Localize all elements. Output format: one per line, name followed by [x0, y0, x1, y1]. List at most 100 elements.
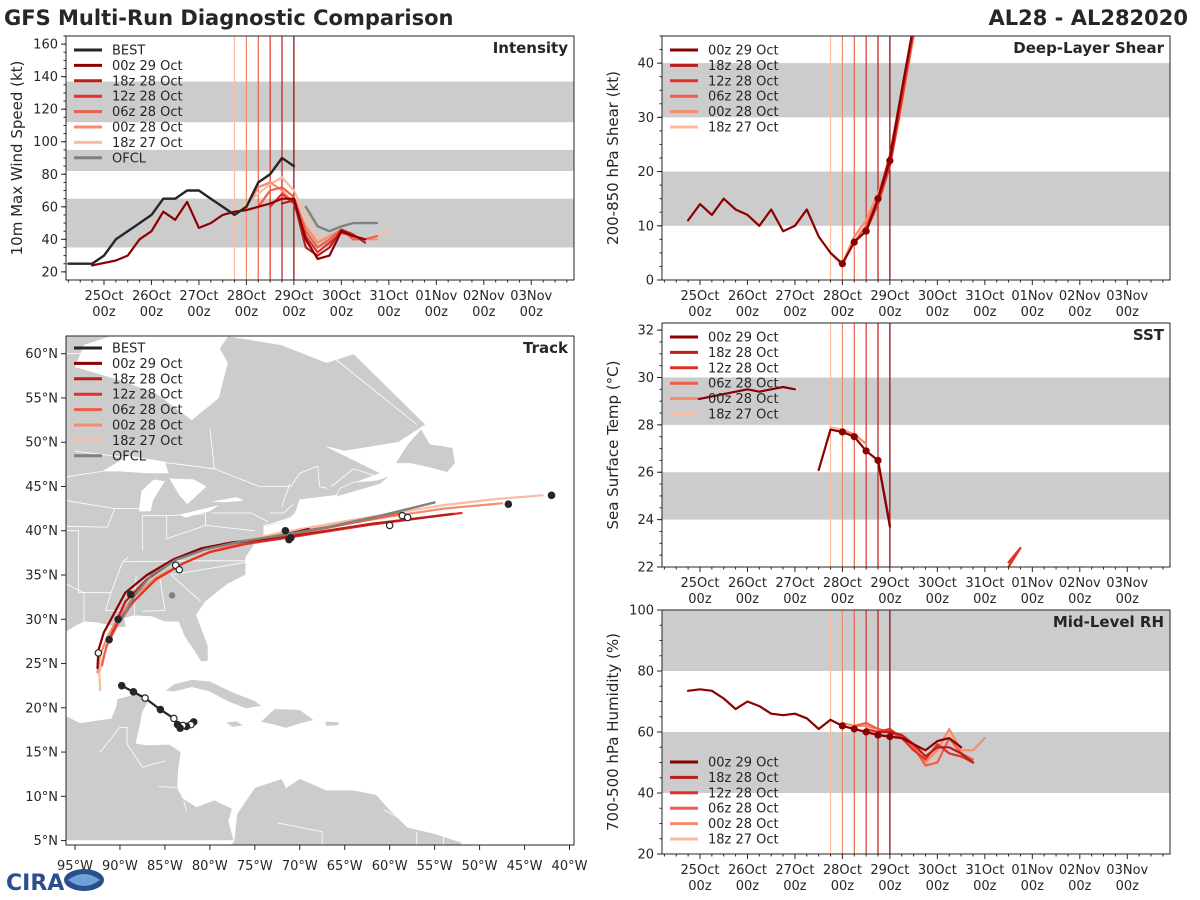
- track-xtick-label: 45°W: [507, 859, 543, 874]
- sst-xtick-label-hour: 00z: [688, 592, 712, 607]
- intensity-band-2: [66, 81, 574, 123]
- intensity-legend-label: 00z 29 Oct: [112, 59, 183, 74]
- track-ytick-label: 30°N: [25, 613, 58, 628]
- shear-xtick-label-hour: 00z: [973, 305, 997, 320]
- rh-series-group: [686, 688, 986, 767]
- sst-xtick-label-hour: 00z: [1068, 592, 1092, 607]
- rh-xtick-label-hour: 00z: [878, 879, 902, 894]
- track-ytick-label: 10°N: [25, 790, 58, 805]
- sst-dot: [850, 433, 858, 441]
- rh-xtick-label-day: 26Oct: [728, 863, 767, 878]
- shear-dot: [874, 195, 882, 203]
- land-south-america: [230, 778, 462, 845]
- track-position-marker: [175, 565, 184, 574]
- track-best-marker: [117, 681, 126, 690]
- intensity-xtick-label-hour: 00z: [330, 305, 354, 320]
- intensity-panel: 2040608010012014016025Oct00z26Oct00z27Oc…: [8, 35, 575, 320]
- rh-xtick-label-hour: 00z: [1021, 879, 1045, 894]
- intensity-ytick-label: 160: [33, 38, 58, 53]
- track-xtick-label: 60°W: [372, 859, 408, 874]
- rh-xtick-label-day: 03Nov: [1106, 863, 1148, 878]
- sst-xtick-label-hour: 00z: [878, 592, 902, 607]
- intensity-xtick-label-day: 02Nov: [463, 289, 505, 304]
- border-line-24: [30, 628, 57, 655]
- rh-xtick-label-hour: 00z: [736, 879, 760, 894]
- shear-xtick-label-day: 30Oct: [918, 289, 957, 304]
- land-long-island: [262, 521, 284, 527]
- shear-xtick-label-hour: 00z: [926, 305, 950, 320]
- sst-legend-label: 12z 28 Oct: [708, 361, 779, 376]
- rh-ytick-label: 100: [629, 604, 654, 619]
- rh-ytick-label: 80: [637, 665, 654, 680]
- track-legend-label: 12z 28 Oct: [112, 388, 183, 403]
- shear-xtick-label-hour: 00z: [736, 305, 760, 320]
- sst-xtick-label-hour: 00z: [736, 592, 760, 607]
- intensity-legend-label: 18z 27 Oct: [112, 136, 183, 151]
- sst-legend-label: 00z 29 Oct: [708, 331, 779, 346]
- shear-panel: 01020304025Oct00z26Oct00z27Oct00z28Oct00…: [604, 35, 1171, 320]
- track-ytick-label: 35°N: [25, 569, 58, 584]
- border-line-26: [126, 743, 166, 768]
- intensity-legend-label: BEST: [112, 44, 145, 59]
- track-position-marker: [126, 590, 135, 599]
- rh-xtick-label-day: 28Oct: [823, 863, 862, 878]
- shear-ytick-label: 30: [637, 111, 654, 126]
- rh-dot: [862, 728, 870, 736]
- shear-xtick-label-day: 26Oct: [728, 289, 767, 304]
- intensity-legend-label: 00z 28 Oct: [112, 121, 183, 136]
- rh-legend-label: 12z 28 Oct: [708, 786, 779, 801]
- rh-xtick-label-day: 25Oct: [680, 863, 719, 878]
- border-line-18: [66, 525, 108, 528]
- sst-xtick-label-day: 03Nov: [1106, 576, 1148, 591]
- shear-dot: [886, 157, 894, 165]
- shear-xtick-label-day: 03Nov: [1106, 289, 1148, 304]
- sst-series-00z-29-oct: [686, 385, 797, 400]
- lake-ontario: [211, 497, 244, 503]
- intensity-ytick-label: 60: [41, 200, 58, 215]
- intensity-xtick-label-hour: 00z: [425, 305, 449, 320]
- logo-wave-icon: [68, 874, 100, 886]
- rh-dot: [874, 731, 882, 739]
- shear-xtick-label-hour: 00z: [1068, 305, 1092, 320]
- shear-dot: [850, 238, 858, 246]
- border-line-25: [99, 726, 128, 753]
- rh-xtick-label-hour: 00z: [831, 879, 855, 894]
- border-line-35: [209, 428, 215, 469]
- intensity-ytick-label: 80: [41, 168, 58, 183]
- land-hispaniola: [259, 708, 316, 729]
- track-xtick-label: 90°W: [102, 859, 138, 874]
- hudson-bay: [75, 336, 228, 421]
- shear-xtick-label-hour: 00z: [831, 305, 855, 320]
- shear-dot: [862, 227, 870, 235]
- track-best-marker: [170, 714, 178, 723]
- border-line-28: [183, 800, 187, 812]
- sst-legend-label: 18z 28 Oct: [708, 346, 779, 361]
- sst-xtick-label-hour: 00z: [973, 592, 997, 607]
- rh-xtick-label-day: 30Oct: [918, 863, 957, 878]
- sst-band-0: [662, 472, 1170, 520]
- track-ytick-label: 25°N: [25, 657, 58, 672]
- intensity-ytick-label: 140: [33, 70, 58, 85]
- sst-xtick-label-day: 25Oct: [680, 576, 719, 591]
- rh-xtick-label-hour: 00z: [973, 879, 997, 894]
- track-ytick-label: 20°N: [25, 701, 58, 716]
- track-ytick-label: 60°N: [25, 347, 58, 362]
- border-line-27: [158, 786, 177, 788]
- shear-xtick-label-hour: 00z: [783, 305, 807, 320]
- sst-ytick-label: 22: [637, 561, 654, 576]
- intensity-xtick-label-day: 03Nov: [510, 289, 552, 304]
- shear-legend-label: 06z 28 Oct: [708, 90, 779, 105]
- sst-xtick-label-day: 30Oct: [918, 576, 957, 591]
- land-jamaica: [224, 720, 245, 728]
- sst-title: SST: [1133, 326, 1165, 344]
- intensity-series-best: [67, 156, 296, 265]
- lake-michigan: [138, 479, 165, 512]
- track-position-marker: [285, 535, 293, 544]
- border-line-7: [124, 560, 192, 563]
- shear-legend-label: 18z 27 Oct: [708, 121, 779, 136]
- intensity-xtick-label-hour: 00z: [187, 305, 211, 320]
- intensity-xtick-label-hour: 00z: [140, 305, 164, 320]
- intensity-series-group: [67, 156, 390, 267]
- track-legend-label: BEST: [112, 342, 145, 357]
- sst-xtick-label-hour: 00z: [831, 592, 855, 607]
